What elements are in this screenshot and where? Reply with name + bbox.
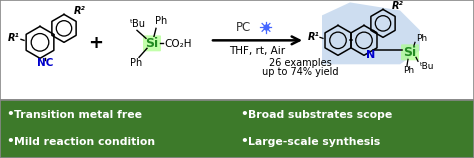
- Text: up to 74% yield: up to 74% yield: [262, 67, 338, 77]
- Text: Ph: Ph: [416, 34, 427, 43]
- Text: Si: Si: [146, 37, 159, 50]
- Bar: [0, 0, 474, 100]
- FancyBboxPatch shape: [143, 35, 161, 51]
- Text: •: •: [240, 108, 248, 121]
- Text: R²: R²: [74, 6, 86, 16]
- Text: N: N: [366, 50, 375, 60]
- Text: NC: NC: [37, 58, 53, 68]
- Text: Ph: Ph: [155, 16, 167, 26]
- Text: 26 examples: 26 examples: [269, 58, 331, 68]
- Text: •: •: [6, 135, 14, 148]
- Text: •: •: [6, 108, 14, 121]
- Text: Broad substrates scope: Broad substrates scope: [248, 110, 392, 120]
- Text: Ph: Ph: [403, 66, 414, 75]
- Text: PC: PC: [237, 21, 252, 34]
- Text: R²: R²: [392, 1, 404, 11]
- Text: ᵗBu: ᵗBu: [420, 62, 435, 71]
- Text: Transition metal free: Transition metal free: [14, 110, 142, 120]
- Text: ᵗBu: ᵗBu: [130, 19, 146, 29]
- Text: Mild reaction condition: Mild reaction condition: [14, 137, 155, 147]
- Text: +: +: [89, 34, 103, 52]
- Bar: [0, 100, 474, 158]
- Text: Si: Si: [403, 46, 417, 59]
- Text: R¹: R¹: [8, 33, 20, 43]
- Text: Ph: Ph: [130, 58, 142, 68]
- Text: R¹: R¹: [308, 32, 320, 42]
- Text: THF, rt, Air: THF, rt, Air: [229, 46, 285, 56]
- Text: •: •: [240, 135, 248, 148]
- Polygon shape: [322, 2, 420, 64]
- FancyBboxPatch shape: [401, 44, 419, 60]
- Text: Large-scale synthesis: Large-scale synthesis: [248, 137, 380, 147]
- Text: CO₂H: CO₂H: [164, 39, 191, 49]
